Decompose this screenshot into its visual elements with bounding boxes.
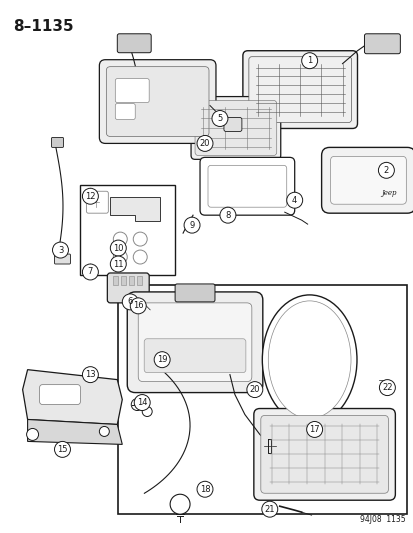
Circle shape bbox=[82, 367, 98, 383]
FancyBboxPatch shape bbox=[138, 303, 251, 382]
Circle shape bbox=[82, 264, 98, 280]
FancyBboxPatch shape bbox=[117, 34, 151, 53]
Text: 18: 18 bbox=[199, 484, 210, 494]
FancyBboxPatch shape bbox=[115, 79, 149, 102]
Text: 20: 20 bbox=[249, 385, 259, 394]
Ellipse shape bbox=[262, 295, 356, 424]
Text: 16: 16 bbox=[133, 301, 143, 310]
Circle shape bbox=[306, 422, 322, 438]
FancyBboxPatch shape bbox=[118, 285, 406, 514]
FancyBboxPatch shape bbox=[51, 138, 63, 148]
FancyBboxPatch shape bbox=[190, 96, 280, 159]
Circle shape bbox=[197, 135, 212, 151]
FancyBboxPatch shape bbox=[223, 117, 241, 132]
Text: 6: 6 bbox=[127, 297, 133, 306]
FancyBboxPatch shape bbox=[86, 191, 108, 213]
FancyBboxPatch shape bbox=[330, 156, 405, 204]
FancyBboxPatch shape bbox=[175, 284, 214, 302]
Text: 12: 12 bbox=[85, 192, 95, 201]
FancyBboxPatch shape bbox=[113, 276, 118, 285]
FancyBboxPatch shape bbox=[199, 157, 294, 215]
Ellipse shape bbox=[268, 301, 350, 418]
Circle shape bbox=[197, 481, 212, 497]
Text: 17: 17 bbox=[309, 425, 319, 434]
Circle shape bbox=[113, 232, 127, 246]
FancyBboxPatch shape bbox=[115, 103, 135, 119]
Circle shape bbox=[154, 352, 170, 368]
FancyBboxPatch shape bbox=[242, 51, 357, 128]
Circle shape bbox=[219, 207, 235, 223]
Text: 11: 11 bbox=[113, 260, 123, 269]
Circle shape bbox=[133, 232, 147, 246]
Circle shape bbox=[52, 242, 68, 258]
FancyBboxPatch shape bbox=[55, 254, 70, 264]
Text: 21: 21 bbox=[264, 505, 274, 514]
Text: 5: 5 bbox=[217, 114, 222, 123]
Circle shape bbox=[110, 256, 126, 272]
FancyBboxPatch shape bbox=[107, 273, 149, 303]
FancyBboxPatch shape bbox=[129, 276, 134, 285]
Circle shape bbox=[131, 399, 143, 410]
Text: 19: 19 bbox=[157, 355, 167, 364]
Text: 8: 8 bbox=[225, 211, 230, 220]
Circle shape bbox=[82, 188, 98, 204]
Text: 3: 3 bbox=[58, 246, 63, 255]
Circle shape bbox=[110, 240, 126, 256]
Polygon shape bbox=[23, 370, 122, 424]
Circle shape bbox=[170, 494, 190, 514]
FancyBboxPatch shape bbox=[80, 185, 175, 275]
Circle shape bbox=[261, 501, 277, 517]
Circle shape bbox=[378, 379, 394, 395]
Circle shape bbox=[99, 426, 109, 437]
FancyBboxPatch shape bbox=[363, 34, 399, 54]
Text: 4: 4 bbox=[292, 196, 297, 205]
Text: 7: 7 bbox=[88, 268, 93, 277]
Text: 13: 13 bbox=[85, 370, 95, 379]
Circle shape bbox=[134, 394, 150, 410]
Circle shape bbox=[130, 298, 146, 314]
Text: 2: 2 bbox=[383, 166, 388, 175]
Text: 94J08  1135: 94J08 1135 bbox=[359, 515, 404, 524]
Circle shape bbox=[246, 382, 262, 398]
FancyBboxPatch shape bbox=[121, 276, 126, 285]
FancyBboxPatch shape bbox=[207, 165, 286, 207]
Polygon shape bbox=[28, 419, 122, 445]
Circle shape bbox=[301, 53, 317, 69]
Circle shape bbox=[55, 441, 70, 457]
FancyBboxPatch shape bbox=[195, 101, 276, 156]
FancyBboxPatch shape bbox=[260, 416, 387, 493]
Text: 14: 14 bbox=[137, 398, 147, 407]
Text: Jeep: Jeep bbox=[381, 189, 396, 197]
Text: 15: 15 bbox=[57, 445, 68, 454]
Text: 22: 22 bbox=[381, 383, 392, 392]
Circle shape bbox=[122, 294, 138, 310]
Circle shape bbox=[184, 217, 199, 233]
Circle shape bbox=[113, 250, 127, 264]
FancyBboxPatch shape bbox=[99, 60, 216, 143]
FancyBboxPatch shape bbox=[127, 292, 262, 393]
Circle shape bbox=[286, 192, 302, 208]
Text: 8–1135: 8–1135 bbox=[13, 19, 73, 34]
FancyBboxPatch shape bbox=[144, 339, 245, 373]
Text: 9: 9 bbox=[189, 221, 194, 230]
FancyBboxPatch shape bbox=[137, 276, 142, 285]
FancyBboxPatch shape bbox=[40, 385, 80, 405]
Text: 10: 10 bbox=[113, 244, 123, 253]
Circle shape bbox=[142, 407, 152, 416]
FancyBboxPatch shape bbox=[253, 408, 394, 500]
Text: 1: 1 bbox=[306, 56, 311, 65]
Circle shape bbox=[211, 110, 228, 126]
FancyBboxPatch shape bbox=[321, 148, 413, 213]
Circle shape bbox=[377, 163, 394, 179]
Polygon shape bbox=[110, 197, 160, 221]
Circle shape bbox=[26, 429, 38, 440]
Circle shape bbox=[133, 250, 147, 264]
Text: 20: 20 bbox=[199, 139, 210, 148]
FancyBboxPatch shape bbox=[248, 56, 351, 123]
FancyBboxPatch shape bbox=[106, 67, 209, 136]
